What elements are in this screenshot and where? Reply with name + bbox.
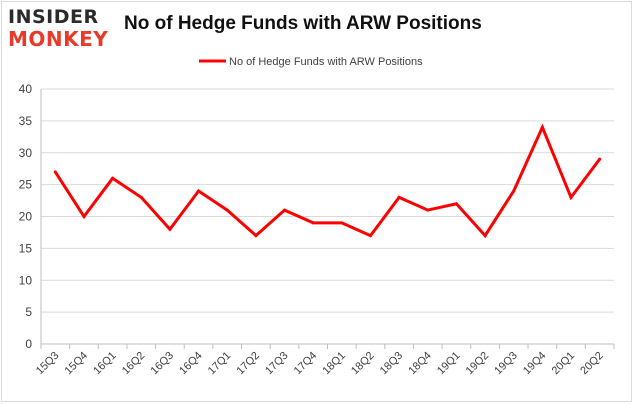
data-point-15Q4	[82, 215, 86, 218]
x-tick-label-19Q3: 19Q3	[492, 350, 520, 378]
gridlines	[41, 88, 614, 313]
x-tick-label-16Q3: 16Q3	[149, 350, 177, 378]
data-point-17Q3	[283, 208, 287, 212]
x-tick-label-17Q2: 17Q2	[234, 350, 262, 378]
x-tick-label-18Q3: 18Q3	[378, 350, 406, 378]
x-tick-label-16Q1: 16Q1	[91, 350, 119, 378]
x-tick-label-18Q4: 18Q4	[406, 350, 434, 378]
data-point-17Q2	[254, 234, 258, 238]
data-point-17Q4	[311, 221, 315, 225]
y-tick-label: 35	[19, 114, 33, 128]
y-tick-label: 20	[19, 210, 33, 224]
x-tick-label-16Q2: 16Q2	[120, 350, 148, 378]
x-tick-label-17Q3: 17Q3	[263, 350, 291, 378]
data-point-17Q1	[225, 208, 229, 212]
y-tick-label: 15	[19, 241, 33, 255]
data-point-20Q2	[598, 157, 602, 161]
x-tick-label-15Q3: 15Q3	[34, 350, 62, 378]
data-point-18Q3	[397, 195, 401, 199]
x-tick-label-19Q1: 19Q1	[435, 350, 463, 378]
series-line	[54, 123, 601, 239]
logo-line-2: MONKEY	[8, 27, 109, 51]
data-point-16Q2	[139, 195, 143, 199]
data-point-18Q1	[340, 221, 344, 225]
x-tick-label-17Q4: 17Q4	[292, 350, 320, 378]
axes	[40, 89, 615, 349]
y-tick-label: 0	[25, 337, 32, 351]
legend: No of Hedge Funds with ARW Positions	[199, 56, 423, 68]
data-point-18Q2	[368, 234, 372, 238]
x-tick-label-20Q1: 20Q1	[550, 350, 578, 378]
x-tick-label-19Q4: 19Q4	[521, 350, 549, 378]
logo-line-1: INSIDER	[8, 6, 99, 28]
x-tick-label-18Q2: 18Q2	[349, 350, 377, 378]
y-tick-label: 25	[19, 178, 33, 192]
insider-monkey-logo: INSIDER MONKEY	[8, 6, 116, 52]
data-point-16Q4	[197, 189, 201, 193]
data-point-16Q1	[111, 176, 115, 180]
data-point-20Q1	[569, 195, 573, 199]
data-point-18Q4	[426, 208, 430, 212]
x-tick-label-20Q2: 20Q2	[578, 350, 606, 378]
data-point-15Q3	[53, 170, 57, 174]
y-tick-label: 5	[25, 305, 32, 319]
x-tick-label-18Q1: 18Q1	[320, 350, 348, 378]
y-tick-label: 40	[19, 82, 33, 96]
data-point-19Q4	[540, 125, 544, 129]
y-tick-label: 30	[19, 146, 33, 160]
data-point-19Q1	[454, 202, 458, 206]
x-tick-label-17Q1: 17Q1	[206, 350, 234, 378]
data-point-19Q2	[483, 234, 487, 238]
data-point-19Q3	[512, 189, 516, 193]
x-tick-label-15Q4: 15Q4	[63, 350, 91, 378]
x-tick-label-16Q4: 16Q4	[177, 350, 205, 378]
chart-title: No of Hedge Funds with ARW Positions	[124, 13, 482, 34]
legend-label: No of Hedge Funds with ARW Positions	[229, 56, 423, 68]
data-point-16Q3	[168, 227, 172, 231]
y-tick-label: 10	[19, 273, 33, 287]
series	[53, 123, 602, 239]
x-tick-label-19Q2: 19Q2	[464, 350, 492, 378]
tick-labels: 0 5 10 15 20 25 30 35 40 15Q3 15Q4 16Q1 16Q2 16Q3 16Q4…	[19, 82, 606, 377]
